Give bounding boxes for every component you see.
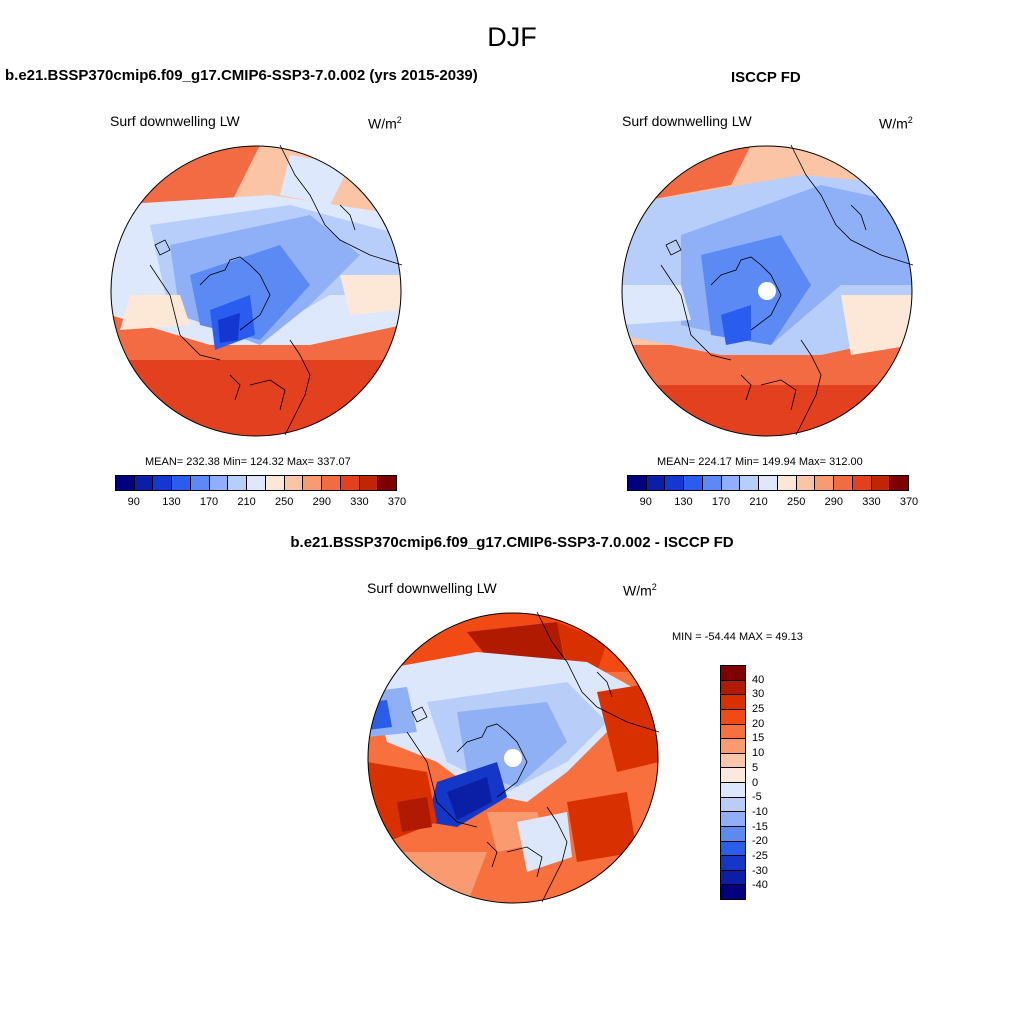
colorbar-swatch (721, 856, 745, 871)
colorbar-tick-label: -40 (752, 879, 768, 892)
diff-stats: MIN = -54.44 MAX = 49.13 (672, 631, 803, 643)
obs-polar-map (621, 144, 914, 437)
colorbar-tick-label: -30 (752, 864, 768, 877)
colorbar-tick-label: 290 (312, 496, 331, 508)
colorbar-swatch (721, 841, 745, 857)
colorbar-swatch (247, 476, 266, 490)
colorbar-tick-label: 250 (787, 496, 806, 508)
colorbar-swatch (190, 476, 210, 490)
colorbar-swatch (721, 680, 745, 696)
obs-panel-title: ISCCP FD (731, 69, 801, 86)
colorbar-tick-label: 170 (711, 496, 731, 508)
colorbar-swatch (265, 476, 285, 490)
colorbar-swatch (228, 476, 248, 490)
colorbar-swatch (759, 476, 778, 490)
colorbar-swatch (815, 476, 835, 490)
colorbar-swatch (116, 476, 135, 490)
colorbar-swatch (721, 812, 745, 827)
diff-colorbar-ticks: 40 30 25 20 15 10 5 0 -5 -10 -15 -20 -25 -30 -40 (752, 665, 792, 900)
colorbar-tick-label: 25 (752, 703, 765, 716)
obs-colorbar (627, 475, 909, 491)
colorbar-tick-label: 210 (749, 496, 768, 508)
diff-variable-label: Surf downwelling LW (367, 580, 497, 596)
colorbar-swatch (796, 476, 816, 490)
colorbar-tick-label: 250 (275, 496, 294, 508)
colorbar-tick-label: -15 (752, 820, 768, 833)
colorbar-swatch (702, 476, 722, 490)
colorbar-tick-label: -20 (752, 835, 768, 848)
colorbar-swatch (777, 476, 797, 490)
colorbar-tick-label: 370 (899, 496, 919, 508)
model-colorbar-ticks: 90 130 170 210 250 290 330 370 (115, 496, 407, 510)
colorbar-swatch (721, 783, 745, 798)
diff-units-label: W/m2 (623, 582, 657, 599)
diff-polar-map (367, 611, 660, 904)
colorbar-swatch (721, 768, 745, 783)
colorbar-swatch (721, 739, 745, 754)
colorbar-swatch (646, 476, 666, 490)
diff-colorbar (720, 665, 746, 900)
colorbar-tick-label: 170 (199, 496, 219, 508)
colorbar-swatch (378, 476, 397, 490)
colorbar-swatch (684, 476, 703, 490)
model-panel-title: b.e21.BSSP370cmip6.f09_g17.CMIP6-SSP3-7.… (5, 67, 478, 84)
colorbar-tick-label: 0 (752, 776, 759, 789)
colorbar-swatch (721, 753, 745, 769)
colorbar-swatch (740, 476, 760, 490)
obs-stats: MEAN= 224.17 Min= 149.94 Max= 312.00 (657, 456, 863, 468)
colorbar-swatch (721, 724, 745, 740)
colorbar-tick-label: 330 (862, 496, 881, 508)
colorbar-tick-label: 20 (752, 717, 765, 730)
colorbar-swatch (890, 476, 909, 490)
model-units-label: W/m2 (368, 115, 402, 132)
colorbar-tick-label: 40 (752, 673, 765, 686)
colorbar-tick-label: 330 (350, 496, 369, 508)
colorbar-tick-label: 15 (752, 732, 765, 745)
season-title: DJF (487, 22, 537, 52)
colorbar-tick-label: 290 (824, 496, 843, 508)
diff-panel-title: b.e21.BSSP370cmip6.f09_g17.CMIP6-SSP3-7.… (290, 534, 734, 551)
colorbar-swatch (721, 666, 745, 681)
model-polar-map (110, 144, 403, 437)
colorbar-swatch (834, 476, 853, 490)
colorbar-tick-label: 210 (237, 496, 256, 508)
colorbar-tick-label: 5 (752, 761, 759, 774)
colorbar-swatch (665, 476, 685, 490)
colorbar-tick-label: 370 (387, 496, 407, 508)
colorbar-swatch (359, 476, 379, 490)
colorbar-tick-label: -10 (752, 805, 768, 818)
colorbar-tick-label: 130 (674, 496, 693, 508)
model-stats: MEAN= 232.38 Min= 124.32 Max= 337.07 (145, 456, 351, 468)
colorbar-tick-label: 90 (639, 496, 652, 508)
obs-variable-label: Surf downwelling LW (622, 113, 752, 129)
colorbar-swatch (284, 476, 304, 490)
colorbar-swatch (628, 476, 647, 490)
colorbar-swatch (322, 476, 341, 490)
colorbar-swatch (721, 826, 745, 842)
colorbar-swatch (721, 695, 745, 710)
colorbar-swatch (134, 476, 154, 490)
model-colorbar (115, 475, 397, 491)
colorbar-swatch (852, 476, 872, 490)
colorbar-tick-label: 10 (752, 747, 765, 760)
colorbar-tick-label: 90 (127, 496, 140, 508)
obs-colorbar-ticks: 90 130 170 210 250 290 330 370 (627, 496, 919, 510)
colorbar-swatch (721, 709, 745, 725)
colorbar-swatch (721, 885, 745, 899)
model-variable-label: Surf downwelling LW (110, 113, 240, 129)
colorbar-swatch (209, 476, 229, 490)
colorbar-tick-label: -5 (752, 791, 762, 804)
colorbar-swatch (721, 870, 745, 886)
colorbar-swatch (721, 797, 745, 813)
obs-units-label: W/m2 (879, 115, 913, 132)
colorbar-swatch (303, 476, 323, 490)
colorbar-tick-label: 130 (162, 496, 181, 508)
colorbar-swatch (871, 476, 891, 490)
colorbar-swatch (153, 476, 173, 490)
colorbar-swatch (172, 476, 191, 490)
colorbar-tick-label: -25 (752, 849, 768, 862)
colorbar-swatch (340, 476, 360, 490)
colorbar-swatch (721, 476, 741, 490)
colorbar-tick-label: 30 (752, 688, 765, 701)
